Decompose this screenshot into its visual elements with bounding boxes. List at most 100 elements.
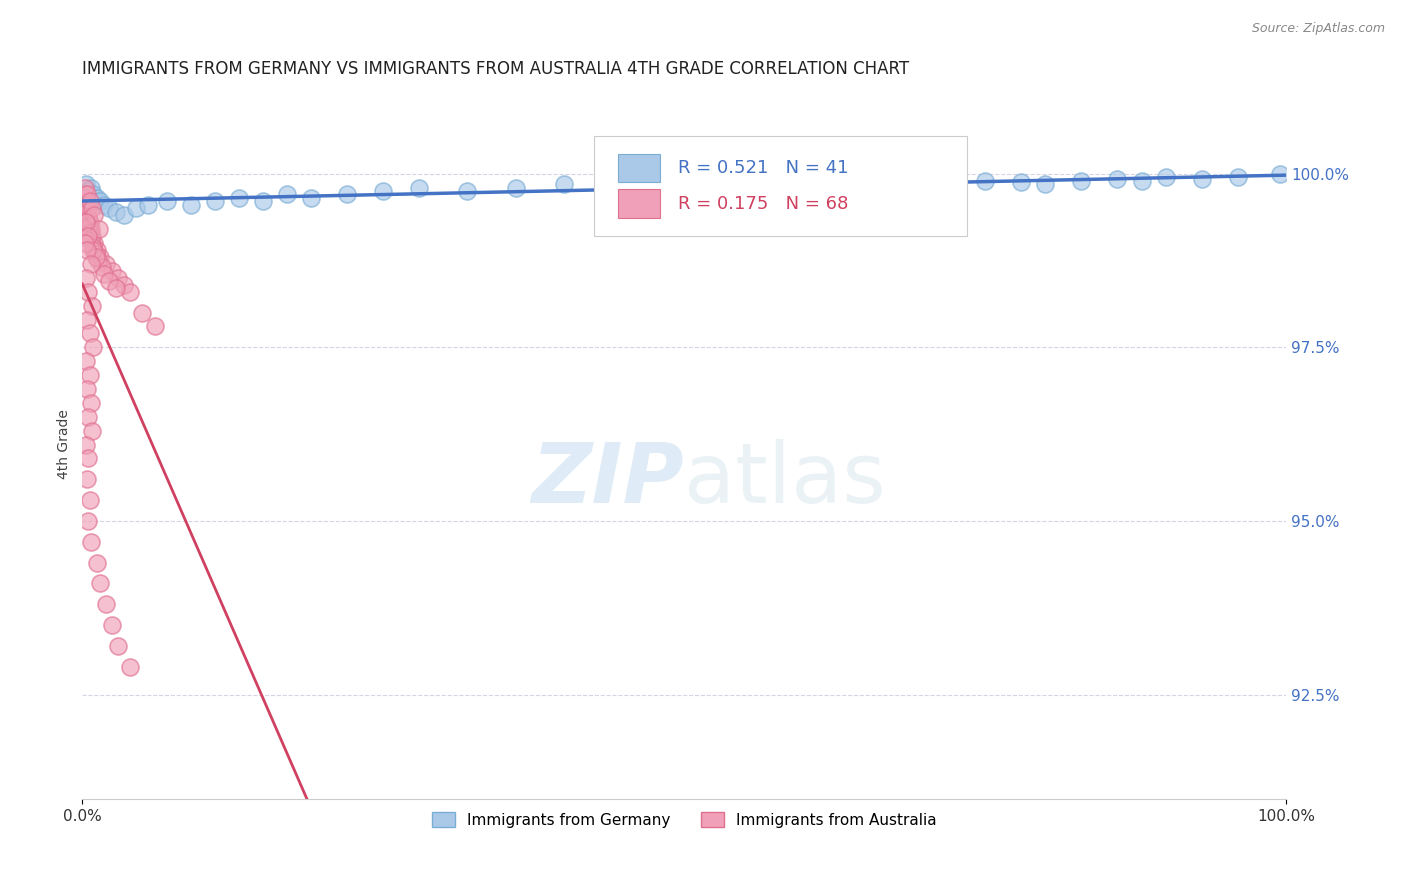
Point [89,194,111,209]
Point [143,319,166,334]
Point [79,368,101,382]
Point [84,246,107,260]
Point [228,191,250,205]
Point [1154,170,1177,185]
Bar [617,154,659,182]
Point [553,177,575,191]
Point [112,277,135,292]
Point [299,191,322,205]
Point [86,191,108,205]
Point [97,202,120,216]
Point [1033,177,1056,191]
Point [76,204,98,219]
Point [101,618,124,632]
Point [76,312,98,326]
Point [793,180,815,194]
Point [79,226,101,240]
Text: R = 0.521   N = 41: R = 0.521 N = 41 [678,159,849,178]
Point [90,260,112,275]
Point [1107,172,1129,186]
Point [101,264,124,278]
Point [914,175,936,189]
Point [77,229,100,244]
Text: Source: ZipAtlas.com: Source: ZipAtlas.com [1251,22,1385,36]
Point [77,285,100,299]
Point [131,305,153,319]
Point [89,250,111,264]
Point [77,409,100,424]
Point [80,229,103,244]
Point [1130,173,1153,187]
Text: ZIP: ZIP [531,440,685,520]
Point [84,250,107,264]
Point [80,233,103,247]
Point [76,211,98,226]
Point [75,437,97,451]
Point [1226,170,1249,185]
Text: atlas: atlas [685,440,886,520]
Point [80,180,103,194]
Point [89,222,111,236]
Point [97,274,120,288]
Point [138,198,160,212]
Point [76,472,98,486]
Point [83,208,105,222]
Point [89,576,111,591]
Point [79,215,101,229]
Point [77,451,100,466]
Point [79,493,101,508]
Point [76,243,98,257]
Point [104,204,127,219]
Point [80,299,103,313]
Point [80,424,103,438]
Point [76,382,98,396]
Point [974,173,997,187]
Point [733,179,755,194]
Point [1191,172,1213,186]
Point [96,257,118,271]
Bar [617,189,659,218]
Point [613,180,636,194]
Point [104,281,127,295]
Point [1010,175,1032,189]
Point [75,354,97,368]
Point [73,191,96,205]
Point [73,180,96,194]
Point [79,326,101,341]
Point [79,194,101,209]
Point [93,268,115,282]
Point [82,239,104,253]
Point [83,236,105,251]
Text: R = 0.175   N = 68: R = 0.175 N = 68 [678,194,848,212]
Point [276,187,298,202]
Point [204,194,226,209]
Point [120,285,142,299]
Point [80,534,103,549]
Point [93,198,115,212]
Point [75,194,97,209]
Point [80,202,103,216]
Point [180,198,202,212]
Point [73,187,96,202]
Point [336,187,359,202]
Point [87,253,110,268]
Point [82,187,104,202]
Point [82,340,104,354]
Text: IMMIGRANTS FROM GERMANY VS IMMIGRANTS FROM AUSTRALIA 4TH GRADE CORRELATION CHART: IMMIGRANTS FROM GERMANY VS IMMIGRANTS FR… [83,60,910,78]
Y-axis label: 4th Grade: 4th Grade [58,409,72,480]
Point [73,236,96,251]
Point [505,180,527,194]
Point [80,222,103,236]
Point [96,597,118,611]
Point [77,184,100,198]
Point [373,184,395,198]
Point [155,194,177,209]
Point [77,208,100,222]
Point [125,202,148,216]
Point [853,177,876,191]
Point [75,270,97,285]
Point [107,639,129,653]
Point [408,180,430,194]
Point [1070,173,1092,187]
Point [86,243,108,257]
